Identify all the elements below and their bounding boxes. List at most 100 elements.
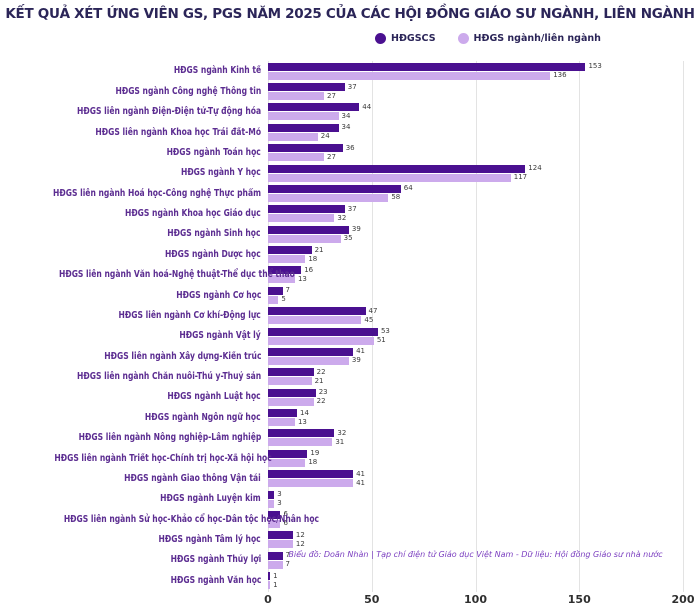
category-label: HĐGS liên ngành Chăn nuôi-Thú y-Thuỷ sản (76, 371, 261, 383)
category-label: HĐGS liên ngành Điện-Điện tử-Tự động hóa (76, 106, 261, 118)
bar-hdgscs (268, 347, 354, 356)
plot-gridlines (268, 61, 684, 592)
category-label: HĐGS liên ngành Hoá học-Công nghệ Thực p… (52, 187, 261, 199)
category-label: HĐGS ngành Vật lý (179, 330, 261, 342)
bar-nganh-lien-nganh (268, 519, 281, 528)
bar-group: 36 27 (268, 144, 683, 162)
bar-group: 44 34 (268, 102, 683, 121)
bar-nganh-lien-nganh (268, 275, 295, 284)
bar-value: 53 (380, 327, 390, 336)
bar-value: 1 (273, 571, 278, 580)
bar-hdgscs (268, 429, 335, 438)
chart-row: HĐGS ngành Khoa học Giáo dục 37 32 (0, 204, 700, 224)
bar-value: 23 (318, 388, 328, 397)
bar-group: 34 24 (268, 123, 683, 141)
legend-item-nganh-lien-nganh[interactable]: HĐGS ngành/liên ngành (457, 33, 601, 44)
category-label: HĐGS ngành Kinh tế (173, 65, 261, 77)
bar-value: 117 (513, 173, 528, 182)
bar-hdgscs (268, 510, 281, 519)
gridline (579, 61, 581, 592)
category-label: HĐGS ngành Giao thông Vận tải (124, 472, 261, 484)
bar-value: 34 (341, 111, 351, 120)
bar-hdgscs (268, 551, 283, 560)
bar-value: 16 (304, 265, 314, 274)
category-label: HĐGS ngành Y học (181, 167, 261, 179)
bar-nganh-lien-nganh (268, 581, 271, 590)
chart-row: HĐGS liên ngành Cơ khí-Động lực 47 45 (0, 306, 700, 326)
chart-row: HĐGS ngành Vật lý 53 51 (0, 326, 700, 346)
bar-value: 12 (295, 539, 305, 548)
bar-value: 35 (343, 234, 353, 243)
bar-hdgscs (268, 62, 586, 71)
bar-value: 7 (285, 560, 290, 569)
bar-value: 44 (362, 102, 372, 111)
category-label: HĐGS liên ngành Xây dựng-Kiến trúc (103, 350, 261, 362)
bar-hdgscs (268, 144, 343, 153)
bar-value: 21 (314, 376, 324, 385)
bar-group: 64 58 (268, 184, 683, 202)
bar-hdgscs (268, 368, 314, 377)
chart-row: HĐGS liên ngành Chăn nuôi-Thú y-Thuỷ sản… (0, 367, 700, 387)
category-label: HĐGS ngành Cơ học (175, 289, 261, 301)
bar-nganh-lien-nganh (268, 112, 339, 121)
category-label: HĐGS liên ngành Cơ khí-Động lực (118, 309, 261, 321)
chart-row: HĐGS ngành Công nghệ Thông tin 37 27 (0, 81, 700, 101)
category-label: HĐGS ngành Khoa học Giáo dục (125, 208, 261, 220)
bar-hdgscs (268, 103, 360, 112)
legend-dot-dark-icon (375, 33, 386, 44)
category-label: HĐGS ngành Dược học (165, 248, 261, 260)
bar-group: 32 31 (268, 429, 683, 447)
chart-row: HĐGS liên ngành Triết học-Chính trị học-… (0, 448, 700, 468)
bar-nganh-lien-nganh (268, 418, 295, 427)
bar-value: 45 (364, 315, 374, 324)
bar-hdgscs (268, 225, 349, 234)
chart-row: HĐGS ngành Sinh học 39 35 (0, 224, 700, 244)
bar-value: 1 (273, 580, 278, 589)
category-label: HĐGS ngành Thủy lợi (170, 554, 261, 566)
x-axis-tick: 150 (567, 593, 591, 606)
category-label: HĐGS ngành Luật học (167, 391, 261, 403)
category-label: HĐGS liên ngành Sử học-Khảo cổ học-Dân t… (63, 513, 320, 525)
chart-row: HĐGS liên ngành Xây dựng-Kiến trúc 41 39 (0, 346, 700, 366)
bar-value: 27 (327, 152, 336, 161)
bar-hdgscs (268, 266, 302, 275)
gridline (371, 61, 373, 592)
bar-nganh-lien-nganh (268, 560, 283, 569)
legend-label: HĐGSCS (391, 33, 436, 44)
bar-group: 16 13 (268, 265, 683, 284)
bar-group: 41 41 (268, 470, 683, 488)
legend-item-hdgscs[interactable]: HĐGSCS (375, 33, 436, 44)
bar-nganh-lien-nganh (268, 295, 279, 304)
bar-value: 136 (553, 71, 567, 80)
x-axis-tick: 0 (264, 593, 272, 606)
chart-row: HĐGS liên ngành Điện-Điện tử-Tự động hóa… (0, 102, 700, 122)
chart-title: KẾT QUẢ XÉT ỨNG VIÊN GS, PGS NĂM 2025 CỦ… (5, 6, 695, 22)
legend-label: HĐGS ngành/liên ngành (473, 33, 601, 44)
bar-nganh-lien-nganh (268, 234, 341, 243)
category-label: HĐGS ngành Tâm lý học (158, 534, 261, 546)
bar-value: 5 (281, 295, 286, 304)
bar-value: 31 (335, 437, 345, 446)
bar-hdgscs (268, 449, 308, 458)
bar-hdgscs (268, 572, 271, 581)
bar-group: 124 117 (268, 164, 683, 182)
chart-row: HĐGS ngành Y học 124 117 (0, 163, 700, 183)
bar-value: 32 (337, 213, 347, 222)
bar-hdgscs (268, 327, 378, 336)
bar-nganh-lien-nganh (268, 214, 335, 223)
gridline (475, 61, 477, 592)
chart-row: HĐGS ngành Cơ học 7 5 (0, 285, 700, 305)
bar-nganh-lien-nganh (268, 132, 318, 141)
bar-value: 22 (316, 367, 326, 376)
bar-group: 39 35 (268, 225, 683, 243)
bar-nganh-lien-nganh (268, 377, 312, 386)
bar-nganh-lien-nganh (268, 92, 325, 101)
bar-nganh-lien-nganh (268, 316, 362, 325)
chart-row: HĐGS ngành Luyện kim 3 3 (0, 489, 700, 509)
chart-row: HĐGS liên ngành Khoa học Trái đất-Mỏ 34 24 (0, 122, 700, 142)
bar-value: 18 (308, 458, 318, 467)
